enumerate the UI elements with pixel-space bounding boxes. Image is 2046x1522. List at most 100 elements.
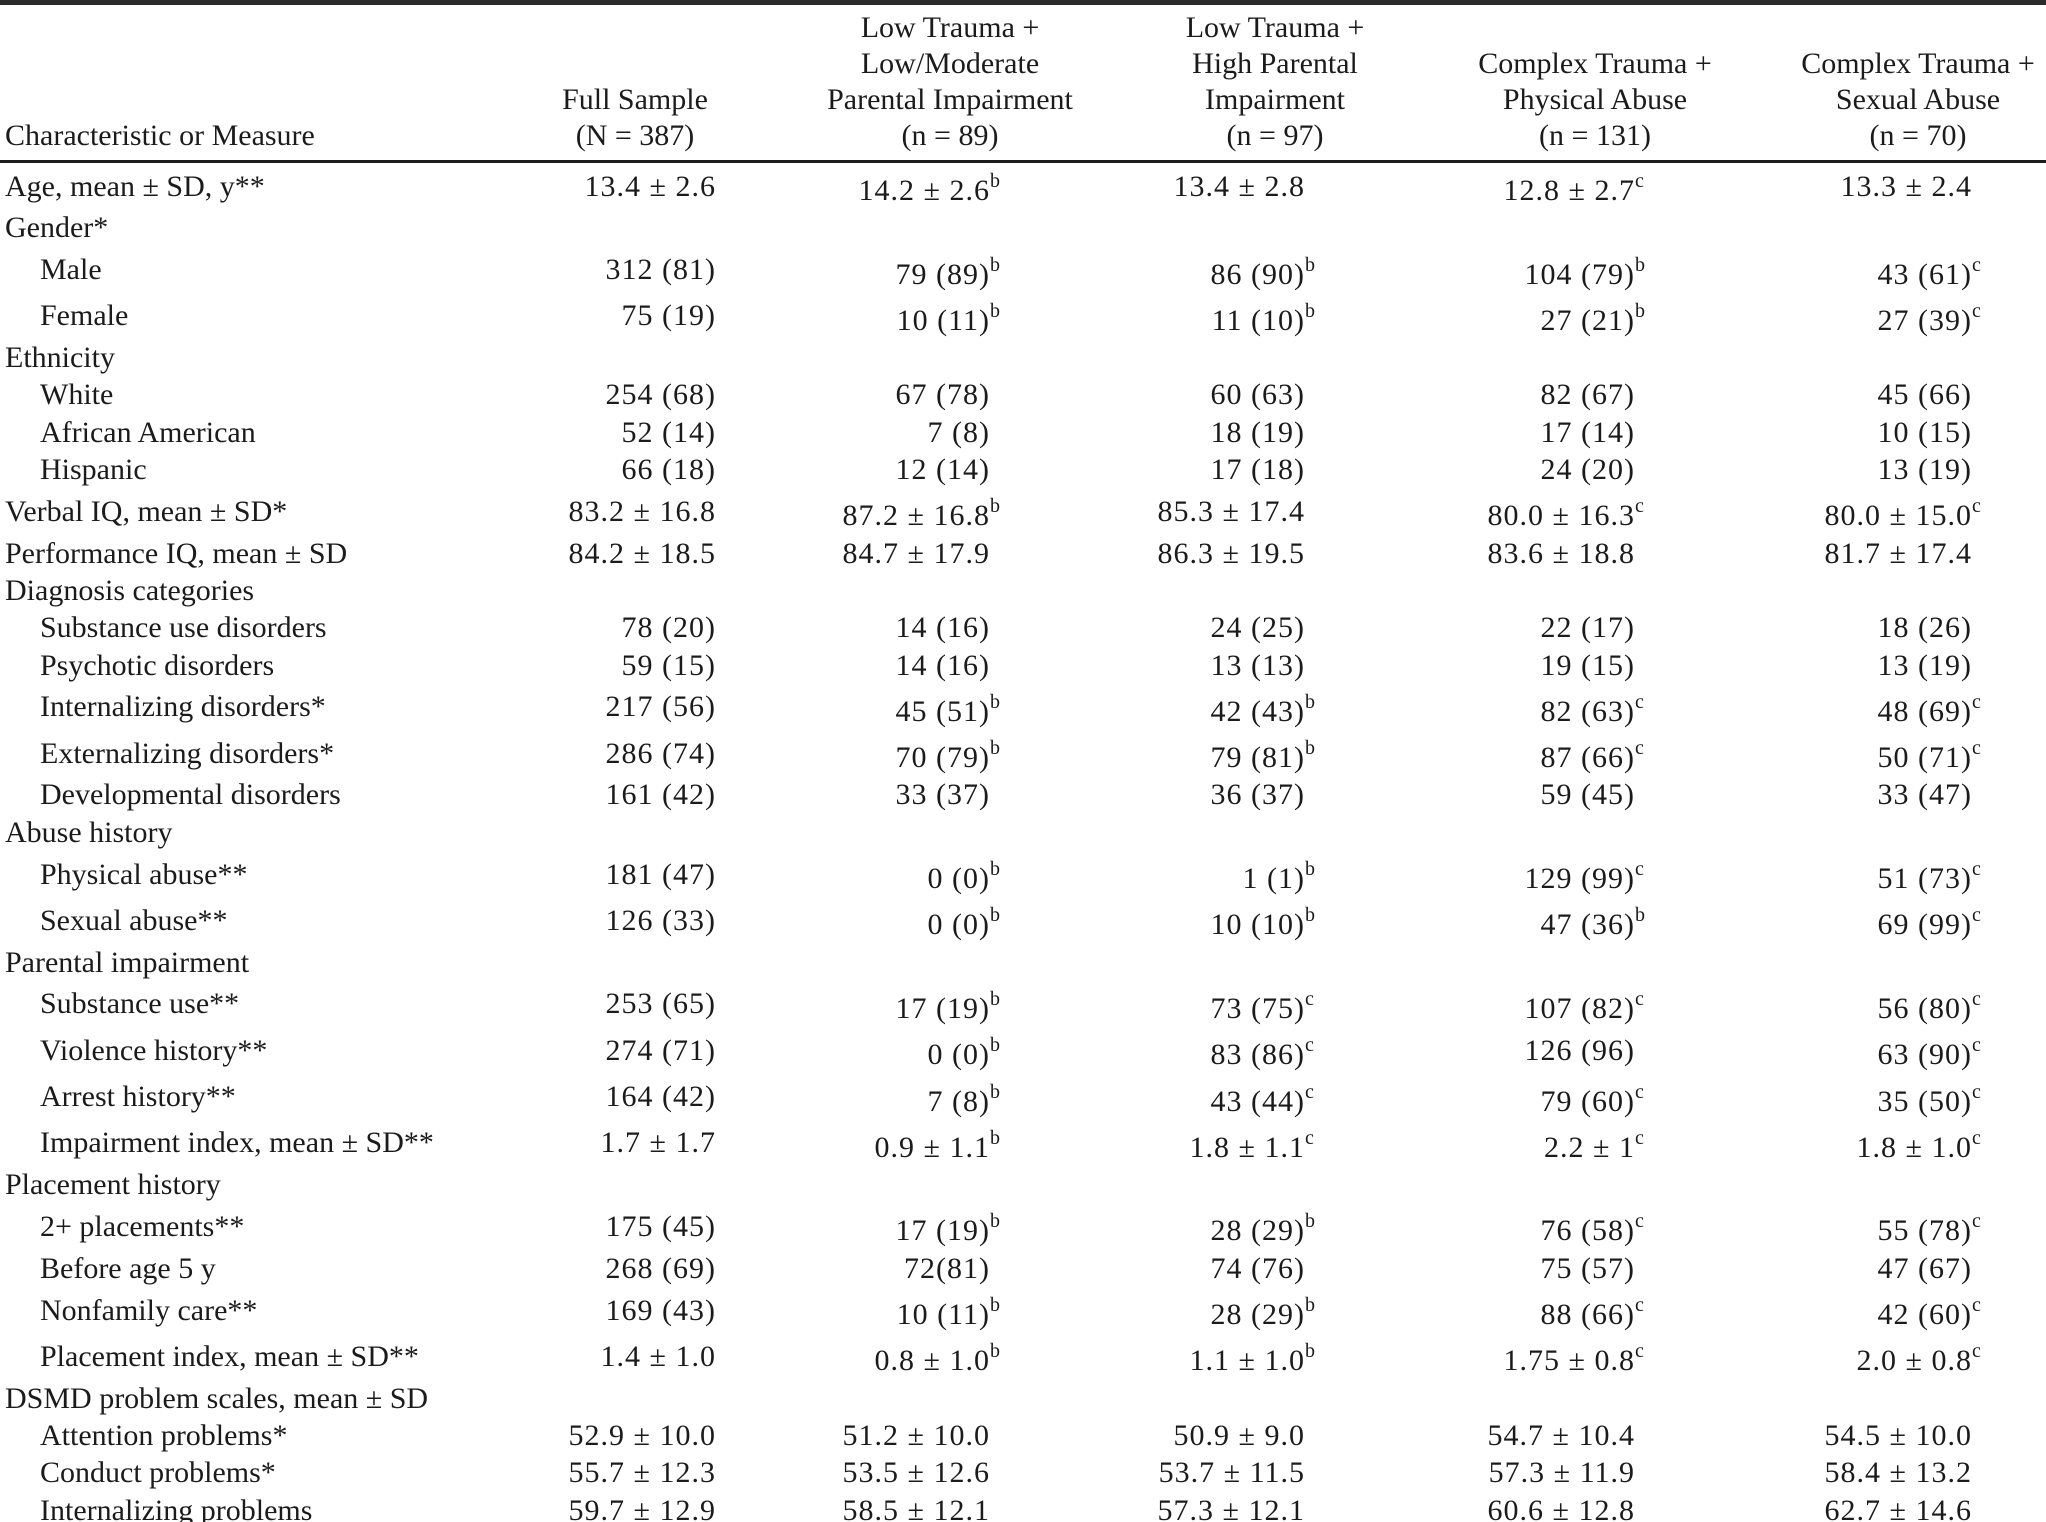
cell-text: 80.0 ± 16.3: [1487, 499, 1635, 533]
cell-text: 10 (11): [896, 303, 990, 337]
cell-text: 50.9 ± 9.0: [1173, 1418, 1305, 1452]
cell-text: 1.75 ± 0.8: [1503, 1344, 1635, 1378]
value-cell: [750, 339, 1150, 376]
value-cell: 52 (14): [520, 414, 750, 451]
value-cell: 1.1 ± 1.0b: [1189, 1340, 1315, 1378]
value-cell: 126 (33): [520, 897, 750, 943]
cell-text: 63 (90): [1877, 1038, 1972, 1072]
cell-text: 27 (21): [1540, 303, 1635, 337]
value-cell: 83.6 ± 18.8: [1400, 535, 1790, 572]
cell-text: 69 (99): [1877, 908, 1972, 942]
cell-text: 13.3 ± 2.4: [1840, 169, 1972, 203]
row-label: Substance use disorders: [40, 611, 327, 645]
cell-text: 129 (99): [1524, 862, 1635, 896]
cell-text: 78 (20): [621, 611, 716, 645]
row-label: Impairment index, mean ± SD**: [40, 1126, 434, 1160]
value-cell: 268 (69): [520, 1250, 750, 1287]
section-header-row: Diagnosis categories: [0, 572, 2046, 609]
value-cell: [750, 1380, 1150, 1417]
table-row: Conduct problems* 55.7 ± 12.3 53.5 ± 12.6 5…: [0, 1454, 2046, 1491]
row-label: Abuse history: [5, 815, 173, 849]
value-cell: 13 (19): [1790, 647, 2046, 684]
cell-text: 59 (15): [621, 648, 716, 682]
value-cell: 82 (63)c: [1540, 690, 1644, 728]
cell-text: 66 (18): [621, 453, 716, 487]
cell-text: 164 (42): [605, 1080, 716, 1114]
table-row: Attention problems* 52.9 ± 10.0 51.2 ± 10.…: [0, 1417, 2046, 1454]
cell-text: 217 (56): [605, 690, 716, 724]
value-cell: 28 (29)b: [1210, 1210, 1315, 1248]
cell-text: 312 (81): [605, 253, 716, 287]
value-cell: 45 (51)b: [895, 690, 1000, 728]
cell-text: 1.8 ± 1.1: [1189, 1130, 1305, 1164]
value-cell: 73 (75)c: [1210, 987, 1314, 1025]
cell-text: 14 (16): [895, 648, 990, 682]
value-cell: 12.8 ± 2.7c: [1503, 170, 1644, 207]
value-cell: 175 (45): [520, 1203, 750, 1249]
col-header-full-sample: Full Sample (N = 387): [562, 83, 708, 152]
cell-text: 87 (66): [1540, 741, 1635, 775]
col-header-low-trauma-low-moderate: Low Trauma + Low/Moderate Parental Impai…: [827, 11, 1073, 152]
cell-text: 81.7 ± 17.4: [1824, 536, 1972, 570]
section-header-row: Abuse history: [0, 814, 2046, 851]
value-cell: 161 (42): [520, 776, 750, 813]
value-cell: 47 (67): [1790, 1250, 2046, 1287]
cell-text: 0.8 ± 1.0: [874, 1344, 990, 1378]
cell-text: 12 (14): [895, 453, 990, 487]
value-cell: 69 (99)c: [1877, 904, 1981, 942]
row-label: Attention problems*: [40, 1418, 288, 1452]
cell-text: 43 (44): [1210, 1084, 1305, 1118]
row-label: Gender*: [5, 211, 109, 245]
value-cell: 169 (43): [520, 1287, 750, 1333]
value-cell: [1790, 209, 2046, 246]
value-cell: 79 (89)b: [895, 253, 1000, 291]
row-label: Arrest history**: [40, 1080, 236, 1114]
value-cell: 33 (37): [750, 776, 1150, 813]
value-cell: [750, 814, 1150, 851]
value-cell: 59 (45): [1400, 776, 1790, 813]
cell-text: 7 (8): [927, 415, 990, 449]
cell-text: 75 (19): [621, 299, 716, 333]
cell-text: 83.6 ± 18.8: [1487, 536, 1635, 570]
row-label: Internalizing disorders*: [40, 690, 326, 724]
table-row: Female 75 (19) 10 (11)b 11 (10)b 27 (21)b 27 …: [0, 293, 2046, 339]
value-cell: 0 (0)b: [927, 904, 1000, 942]
value-cell: 62.7 ± 14.6: [1790, 1492, 2046, 1522]
row-label: Male: [40, 253, 102, 287]
value-cell: 11 (10)b: [1211, 299, 1315, 337]
cell-text: 0.9 ± 1.1: [874, 1130, 990, 1164]
cell-text: 0 (0): [927, 1038, 990, 1072]
cell-text: 253 (65): [605, 987, 716, 1021]
cell-text: 74 (76): [1210, 1251, 1305, 1285]
value-cell: [1400, 944, 1790, 981]
value-cell: 54.5 ± 10.0: [1790, 1417, 2046, 1454]
cell-text: 11 (10): [1211, 303, 1305, 337]
cell-text: 33 (37): [895, 778, 990, 812]
header-row: Characteristic or Measure Full Sample (N…: [0, 3, 2046, 162]
value-cell: 7 (8): [750, 414, 1150, 451]
value-cell: 164 (42): [520, 1074, 750, 1120]
value-cell: 7 (8)b: [927, 1080, 1000, 1118]
row-label: White: [40, 378, 114, 412]
cell-text: 36 (37): [1210, 778, 1305, 812]
value-cell: 74 (76): [1150, 1250, 1400, 1287]
table-row: Male 312 (81) 79 (89)b 86 (90)b 104 (79)b 43 …: [0, 247, 2046, 293]
row-label: Conduct problems*: [40, 1456, 276, 1490]
cell-text: 59.7 ± 12.9: [568, 1493, 716, 1522]
cell-text: 84.2 ± 18.5: [568, 536, 716, 570]
value-cell: 312 (81): [520, 247, 750, 293]
value-cell: 0.8 ± 1.0b: [874, 1340, 1000, 1378]
value-cell: 35 (50)c: [1877, 1080, 1981, 1118]
cell-text: 1.8 ± 1.0: [1856, 1130, 1972, 1164]
cell-text: 59 (45): [1540, 778, 1635, 812]
table-row: Physical abuse** 181 (47) 0 (0)b 1 (1)b 129 …: [0, 851, 2046, 897]
value-cell: 286 (74): [520, 730, 750, 776]
table-row: Performance IQ, mean ± SD 84.2 ± 18.5 84.7…: [0, 535, 2046, 572]
row-label: Sexual abuse**: [40, 903, 228, 937]
value-cell: [1400, 339, 1790, 376]
cell-text: 7 (8): [927, 1084, 990, 1118]
cell-text: 17 (19): [895, 991, 990, 1025]
value-cell: [1150, 1380, 1400, 1417]
cell-text: 84.7 ± 17.9: [842, 536, 990, 570]
